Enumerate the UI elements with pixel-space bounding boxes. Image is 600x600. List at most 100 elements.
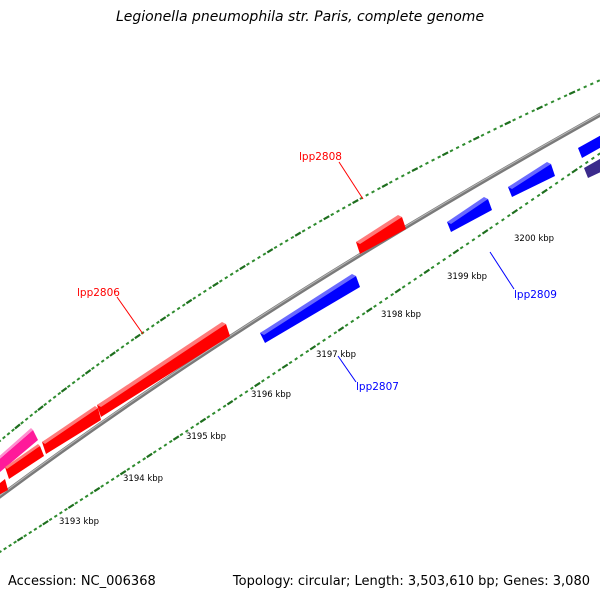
tick-label: 3194 kbp: [123, 474, 163, 484]
outer-track-dot: [313, 222, 317, 226]
outer-track-dot: [202, 289, 207, 294]
outer-track-dot: [284, 239, 289, 243]
inner-track-dot: [333, 331, 338, 335]
inner-track-dot: [226, 399, 234, 406]
inner-track-dot: [8, 543, 12, 548]
inner-dotted-track: [0, 152, 600, 554]
outer-track-dot: [544, 103, 548, 107]
inner-track-dot: [294, 357, 298, 361]
inner-track-dot: [146, 452, 153, 459]
inner-track-dot: [566, 173, 571, 177]
gene-lpp2808[interactable]: [356, 217, 406, 254]
gene-label-lpp2809[interactable]: lpp2809: [514, 289, 557, 301]
inner-track-dot: [250, 386, 254, 390]
outer-track-dot: [336, 209, 340, 213]
gene-pink[interactable]: [0, 430, 38, 472]
inner-track-dot: [74, 501, 79, 505]
outer-track-dot: [377, 187, 381, 191]
reverse-strand-genes: [260, 133, 600, 343]
outer-track-dot: [218, 279, 223, 283]
inner-track-dot: [327, 334, 332, 339]
inner-track-dot: [115, 474, 120, 478]
gene-red-3[interactable]: [42, 408, 101, 454]
outer-track-dot: [273, 245, 278, 250]
inner-track-dot: [266, 375, 271, 379]
outer-track-dot: [212, 281, 219, 288]
outer-track-dot: [76, 377, 81, 381]
inner-track-dot: [536, 193, 541, 198]
outer-track-dot: [437, 155, 442, 159]
outer-track-dot: [480, 133, 485, 137]
gene-lpp2807-top: [260, 274, 356, 335]
outer-track-dot: [524, 112, 529, 116]
outer-track-dot: [468, 139, 472, 143]
inner-track-dot: [413, 277, 418, 281]
inner-track-dot: [465, 242, 470, 246]
inner-track-dot: [322, 338, 326, 342]
inner-track-dot: [571, 168, 578, 174]
gene-purple[interactable]: [584, 156, 600, 178]
inner-track-dot: [206, 415, 211, 419]
tick-labels: 3193 kbp 3194 kbp 3195 kbp 3196 kbp 3197…: [59, 234, 554, 527]
outer-track-dot: [504, 120, 512, 126]
gene-label-lpp2807[interactable]: lpp2807: [356, 381, 399, 393]
inner-track-dot: [448, 253, 452, 258]
tick-label: 3200 kbp: [514, 234, 554, 244]
outer-track-dot: [176, 306, 181, 311]
outer-track-dot: [341, 206, 346, 210]
inner-track-dot: [211, 411, 216, 416]
outer-track-dot: [109, 351, 116, 357]
topology-text: Topology: circular; Length: 3,503,610 bp…: [232, 574, 590, 589]
inner-track-dot: [590, 156, 595, 161]
outer-track-dot: [455, 146, 460, 150]
outer-track-dot: [365, 193, 369, 197]
outer-track-dot: [105, 355, 110, 360]
gene-lpp2809[interactable]: [447, 199, 492, 232]
outer-track-dot: [557, 97, 561, 101]
inner-track-dot: [394, 288, 402, 294]
inner-track-dot: [423, 268, 431, 275]
outer-track-dot: [400, 174, 405, 178]
inner-track-dot: [578, 164, 583, 169]
leader-line-lpp2809: [489, 251, 515, 290]
outer-track-dot: [37, 405, 44, 411]
outer-track-dot: [550, 100, 555, 104]
inner-track-dot: [64, 507, 68, 512]
inner-track-dot: [254, 381, 261, 388]
inner-track-dot: [195, 422, 200, 426]
outer-track-dot: [371, 190, 375, 194]
inner-track-dot: [511, 208, 519, 215]
gene-red-small-2[interactable]: [5, 446, 44, 479]
outer-track-dot: [301, 229, 306, 233]
outer-track-dot: [0, 439, 2, 443]
outer-track-dot: [24, 417, 29, 421]
inner-track-dot: [0, 550, 2, 554]
inner-track-dot: [168, 439, 173, 444]
gene-label-lpp2808[interactable]: lpp2808: [299, 151, 342, 163]
accession-text: Accession: NC_006368: [8, 574, 156, 589]
gene-blue-3[interactable]: [508, 164, 555, 197]
gene-lpp2806[interactable]: [97, 324, 230, 417]
outer-track-dot: [159, 316, 167, 322]
inner-track-dot: [365, 307, 373, 313]
outer-track-dot: [185, 298, 193, 305]
gene-label-lpp2806[interactable]: lpp2806: [77, 287, 120, 299]
outer-track-dot: [11, 428, 15, 432]
outer-track-dot: [156, 320, 160, 325]
gene-labels: lpp2806 lpp2808 lpp2807 lpp2809: [77, 151, 557, 393]
gene-lpp2807[interactable]: [260, 276, 360, 343]
map-title: Legionella pneumophila str. Paris, compl…: [115, 9, 485, 25]
outer-track-dot: [246, 262, 250, 266]
gene-red-small-1[interactable]: [0, 479, 8, 497]
outer-track-dot: [406, 171, 411, 175]
gene-blue-3-top: [508, 162, 551, 189]
inner-track-dot: [190, 425, 195, 430]
outer-track-dot: [512, 118, 516, 122]
inner-track-dot: [378, 300, 383, 305]
inner-track-dot: [442, 257, 447, 262]
genome-backbone-highlight: [0, 113, 600, 496]
gene-blue-4[interactable]: [578, 133, 600, 158]
outer-track-dot: [279, 242, 284, 246]
outer-track-dot: [14, 423, 21, 430]
